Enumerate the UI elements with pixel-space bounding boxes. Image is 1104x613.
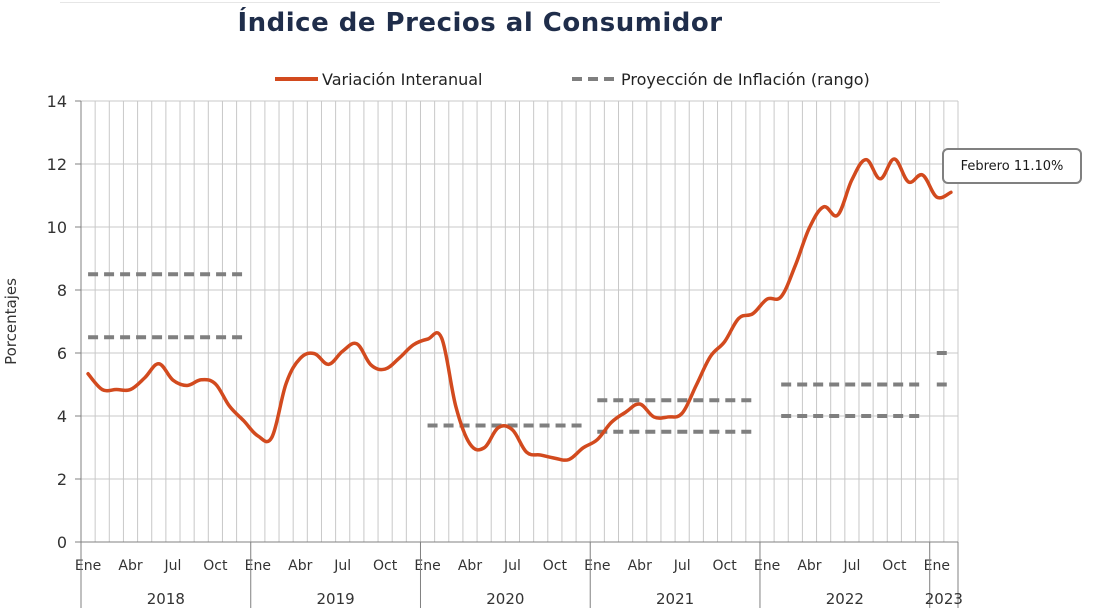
x-month-label: Abr [797, 558, 821, 574]
y-tick-label: 4 [57, 407, 67, 426]
x-month-label: Oct [373, 558, 398, 574]
projection-series [88, 272, 951, 434]
y-tick-label: 0 [57, 533, 67, 552]
x-month-label: Abr [458, 558, 482, 574]
variacion-interanual-line [86, 157, 953, 462]
x-month-label: Oct [543, 558, 568, 574]
gridlines [80, 100, 959, 543]
latest-value-callout: Febrero 11.10% [942, 148, 1082, 184]
x-month-label: Ene [75, 558, 101, 574]
y-tick-label: 10 [47, 218, 67, 237]
x-year-label: 2018 [147, 590, 185, 608]
x-month-label: Jul [673, 558, 691, 574]
x-month-label: Ene [754, 558, 780, 574]
x-month-label: Oct [203, 558, 228, 574]
x-month-label: Abr [628, 558, 652, 574]
x-month-label: Jul [842, 558, 860, 574]
x-year-label: 2019 [317, 590, 355, 608]
legend: Variación Interanual Proyección de Inflac… [275, 70, 870, 89]
y-tick-label: 12 [47, 155, 67, 174]
x-month-label: Ene [414, 558, 440, 574]
top-divider [60, 2, 940, 3]
y-tick-label: 8 [57, 281, 67, 300]
x-month-label: Abr [118, 558, 142, 574]
y-axis-label: Porcentajes [2, 278, 20, 365]
x-month-label: Jul [163, 558, 181, 574]
x-month-label: Ene [584, 558, 610, 574]
y-tick-label: 14 [47, 92, 67, 111]
x-month-label: Ene [924, 558, 950, 574]
x-year-label: 2021 [656, 590, 694, 608]
x-month-label: Jul [333, 558, 351, 574]
x-month-label: Abr [288, 558, 312, 574]
legend-label-proyeccion: Proyección de Inflación (rango) [621, 70, 870, 89]
chart-title: Índice de Precios al Consumidor [237, 8, 723, 38]
x-month-label: Jul [503, 558, 521, 574]
x-month-label: Ene [245, 558, 271, 574]
x-month-label: Oct [882, 558, 907, 574]
legend-label-variacion: Variación Interanual [322, 70, 482, 89]
y-tick-label: 2 [57, 470, 67, 489]
x-year-label: 2023 [925, 590, 963, 608]
x-month-label: Oct [712, 558, 737, 574]
x-year-label: 2022 [826, 590, 864, 608]
y-tick-label: 6 [57, 344, 67, 363]
x-year-label: 2020 [486, 590, 524, 608]
